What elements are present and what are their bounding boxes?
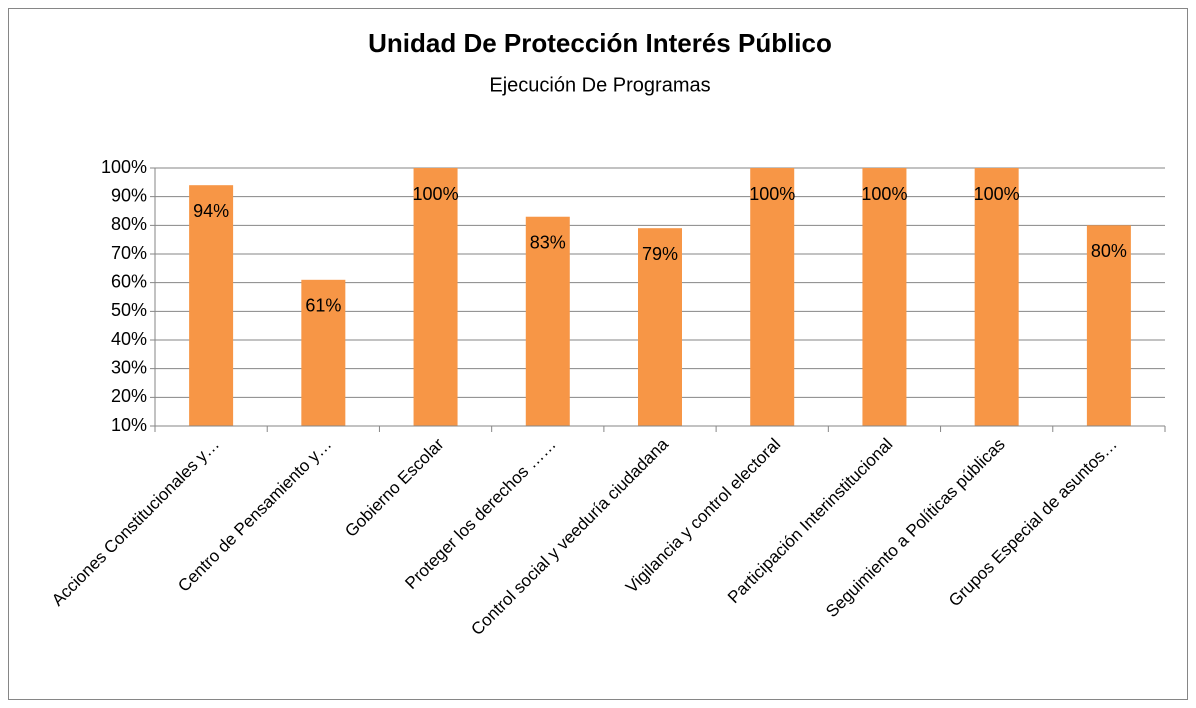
value-label: 61% bbox=[305, 296, 341, 316]
bar bbox=[525, 216, 570, 426]
y-tick-label: 30% bbox=[111, 357, 147, 377]
value-label: 94% bbox=[193, 201, 229, 221]
value-label: 100% bbox=[974, 184, 1020, 204]
y-tick-label: 40% bbox=[111, 329, 147, 349]
bar bbox=[974, 168, 1019, 426]
y-tick-label: 10% bbox=[111, 415, 147, 435]
value-label: 100% bbox=[413, 184, 459, 204]
value-label: 79% bbox=[642, 244, 678, 264]
y-tick-label: 100% bbox=[101, 157, 147, 177]
y-tick-label: 80% bbox=[111, 214, 147, 234]
chart-title: Unidad De Protección Interés Público bbox=[368, 28, 832, 58]
value-label: 80% bbox=[1091, 241, 1127, 261]
y-tick-label: 50% bbox=[111, 300, 147, 320]
y-tick-label: 20% bbox=[111, 386, 147, 406]
bar bbox=[750, 168, 795, 426]
chart-subtitle: Ejecución De Programas bbox=[489, 74, 710, 96]
y-tick-label: 90% bbox=[111, 185, 147, 205]
value-label: 100% bbox=[749, 184, 795, 204]
bar bbox=[189, 185, 234, 426]
bar bbox=[413, 168, 458, 426]
y-tick-label: 70% bbox=[111, 243, 147, 263]
bar bbox=[1086, 225, 1131, 426]
value-label: 83% bbox=[530, 232, 566, 252]
y-tick-label: 60% bbox=[111, 271, 147, 291]
bar bbox=[862, 168, 907, 426]
bar bbox=[301, 279, 346, 426]
value-label: 100% bbox=[861, 184, 907, 204]
bar bbox=[638, 228, 682, 426]
